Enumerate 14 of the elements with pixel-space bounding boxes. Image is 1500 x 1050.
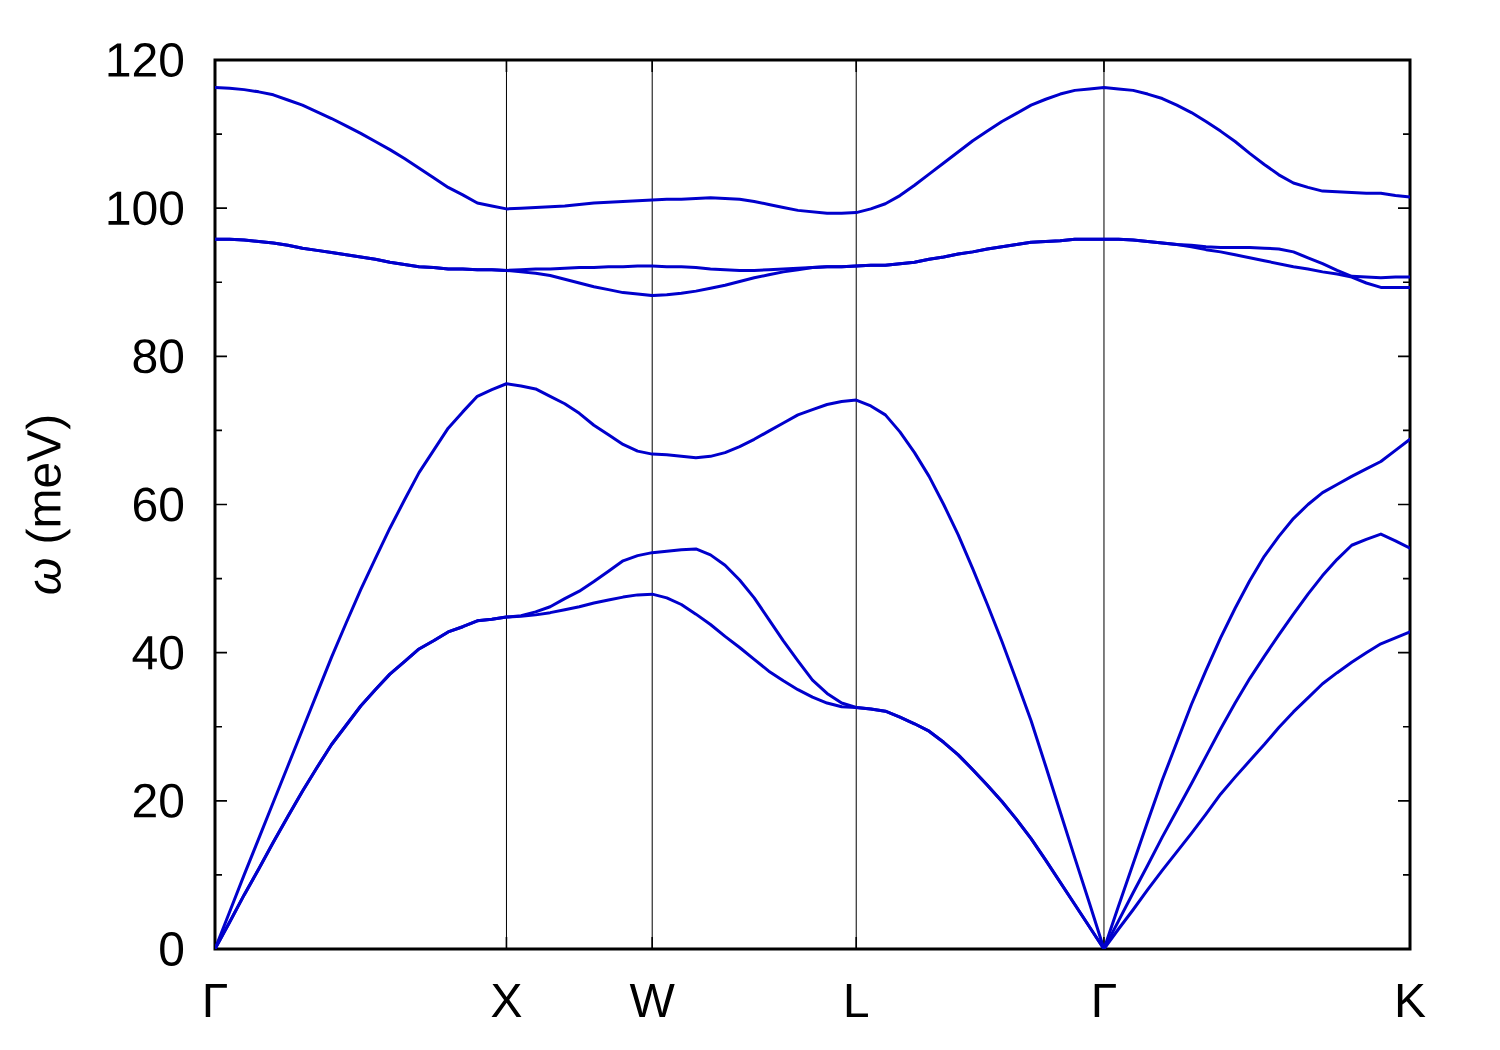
y-tick-label: 100 — [108, 191, 184, 226]
y-tick-label: 40 — [132, 635, 184, 670]
y-tick-label: 80 — [133, 339, 184, 374]
x-tick-label: Γ — [205, 984, 227, 1018]
y-tick-label: 120 — [108, 43, 184, 77]
y-axis-title: ω (meV) — [25, 416, 71, 594]
x-tick-label: W — [629, 984, 675, 1018]
x-tick-label: L — [846, 984, 868, 1018]
y-tick-label: 60 — [133, 487, 184, 522]
x-tick-label: Γ — [1094, 984, 1116, 1018]
y-tick-label: 20 — [133, 783, 184, 818]
y-tick-label: 0 — [160, 932, 184, 966]
x-tick-label: K — [1397, 984, 1426, 1018]
x-tick-label: X — [491, 984, 522, 1018]
